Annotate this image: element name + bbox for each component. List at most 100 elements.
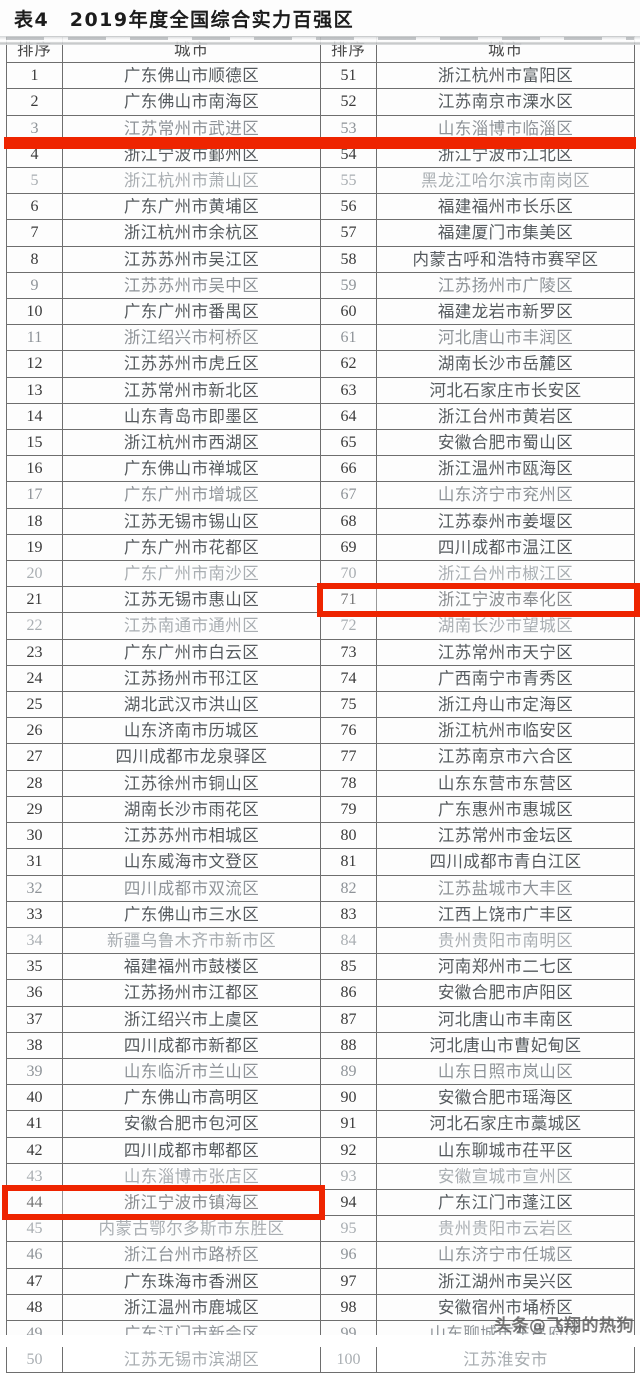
cell-city-right: 河北唐山市曹妃甸区	[376, 1031, 635, 1059]
table-row: 28 江苏徐州市铜山区 78 山东东营市东营区	[6, 769, 635, 797]
cell-city-left: 福建福州市鼓楼区	[62, 953, 321, 981]
cell-rank-right: 86	[320, 979, 377, 1007]
cell-rank-right: 55	[320, 167, 377, 195]
cell-rank-right: 71	[320, 586, 377, 614]
cell-rank-left: 34	[6, 926, 63, 955]
cell-rank-right: 70	[320, 560, 377, 588]
cell-city-right: 江西上饶市广丰区	[376, 900, 635, 928]
cell-rank-right: 85	[320, 953, 377, 981]
cell-city-left: 广东珠海市香洲区	[62, 1267, 321, 1295]
cell-city-left: 四川成都市新都区	[62, 1031, 321, 1059]
cell-city-left: 广东广州市花都区	[62, 533, 321, 562]
cell-rank-left: 4	[6, 140, 63, 169]
cell-rank-left: 24	[6, 664, 63, 693]
table-row: 26 山东济南市历城区 76 浙江杭州市临安区	[6, 717, 635, 745]
cell-city-right: 浙江台州市椒江区	[376, 560, 635, 588]
cell-city-left: 四川成都市郫都区	[62, 1136, 321, 1164]
cell-rank-right: 80	[320, 822, 377, 850]
top-100-districts-table: 排序 城市 排序 城市 1 广东佛山市顺德区 51 浙江杭州市富阳区 2 广东佛山市南海区…	[6, 35, 635, 1373]
cell-rank-right: 91	[320, 1110, 377, 1138]
table-row: 32 四川成都市双流区 82 江苏盐城市大丰区	[6, 874, 635, 902]
cell-rank-right: 97	[320, 1267, 377, 1295]
cell-rank-right: 94	[320, 1188, 377, 1217]
cell-rank-left: 32	[6, 874, 63, 902]
table-row: 14 山东青岛市即墨区 64 浙江台州市黄岩区	[6, 402, 635, 431]
cell-city-right: 黑龙江哈尔滨市南岗区	[376, 167, 635, 195]
cell-city-right: 河北石家庄市长安区	[376, 376, 635, 404]
cell-city-left: 广东佛山市三水区	[62, 900, 321, 928]
cell-rank-left: 25	[6, 691, 63, 719]
cell-rank-right: 75	[320, 691, 377, 719]
cell-rank-left: 29	[6, 795, 63, 824]
cell-rank-left: 28	[6, 769, 63, 797]
cell-city-right: 浙江宁波市江北区	[376, 140, 635, 169]
cell-rank-right: 66	[320, 455, 377, 483]
cell-city-right: 河北唐山市丰润区	[376, 324, 635, 352]
cell-city-left: 山东青岛市即墨区	[62, 402, 321, 431]
table-row: 39 山东临沂市兰山区 89 山东日照市岚山区	[6, 1057, 635, 1086]
cell-rank-left: 2	[6, 88, 63, 116]
rank-table-container: 排序 城市 排序 城市 1 广东佛山市顺德区 51 浙江杭州市富阳区 2 广东佛山市南海区…	[6, 35, 635, 1373]
bottom-margin	[0, 1335, 640, 1347]
cell-city-left: 湖北武汉市洪山区	[62, 691, 321, 719]
cell-rank-left: 13	[6, 376, 63, 404]
cell-city-left: 浙江宁波市镇海区	[62, 1188, 321, 1217]
table-row: 21 江苏无锡市惠山区 71 浙江宁波市奉化区	[6, 586, 635, 614]
cell-city-left: 浙江台州市路桥区	[62, 1241, 321, 1269]
cell-rank-left: 5	[6, 167, 63, 195]
cell-city-left: 江苏常州市武进区	[62, 114, 321, 142]
cell-city-right: 四川成都市青白江区	[376, 848, 635, 876]
cell-rank-right: 88	[320, 1031, 377, 1059]
cell-rank-right: 92	[320, 1136, 377, 1164]
cell-city-right: 广东惠州市惠城区	[376, 795, 635, 824]
cell-city-left: 浙江杭州市西湖区	[62, 429, 321, 457]
table-row: 29 湖南长沙市雨花区 79 广东惠州市惠城区	[6, 795, 635, 824]
cell-rank-right: 73	[320, 638, 377, 666]
cell-city-left: 广东佛山市高明区	[62, 1084, 321, 1112]
table-row: 33 广东佛山市三水区 83 江西上饶市广丰区	[6, 900, 635, 928]
cell-city-left: 浙江绍兴市柯桥区	[62, 324, 321, 352]
cell-city-right: 浙江台州市黄岩区	[376, 402, 635, 431]
table-row: 38 四川成都市新都区 88 河北唐山市曹妃甸区	[6, 1031, 635, 1059]
table-row: 22 江苏南通市通州区 72 湖南长沙市望城区	[6, 612, 635, 640]
table-row: 5 浙江杭州市萧山区 55 黑龙江哈尔滨市南岗区	[6, 167, 635, 195]
cell-rank-left: 38	[6, 1031, 63, 1059]
cell-city-right: 江苏盐城市大丰区	[376, 874, 635, 902]
cell-city-left: 浙江绍兴市上虞区	[62, 1005, 321, 1033]
cell-city-right: 安徽合肥市庐阳区	[376, 979, 635, 1007]
cell-rank-left: 43	[6, 1162, 63, 1190]
table-row: 48 浙江温州市鹿城区 98 安徽宿州市埇桥区	[6, 1293, 635, 1321]
cell-rank-left: 37	[6, 1005, 63, 1033]
cell-city-right: 浙江温州市瓯海区	[376, 455, 635, 483]
cell-rank-right: 84	[320, 926, 377, 955]
cell-city-left: 江苏扬州市江都区	[62, 979, 321, 1007]
cell-city-right: 福建福州市长乐区	[376, 193, 635, 221]
cell-rank-left: 8	[6, 245, 63, 273]
table-row: 47 广东珠海市香洲区 97 浙江湖州市吴兴区	[6, 1267, 635, 1295]
cell-rank-right: 74	[320, 664, 377, 693]
cell-city-left: 安徽合肥市包河区	[62, 1110, 321, 1138]
table-row: 9 江苏苏州市吴中区 59 江苏扬州市广陵区	[6, 271, 635, 300]
cell-city-left: 四川成都市双流区	[62, 874, 321, 902]
cell-rank-right: 81	[320, 848, 377, 876]
cell-city-right: 湖南长沙市望城区	[376, 612, 635, 640]
cell-city-right: 河南郑州市二七区	[376, 953, 635, 981]
cell-city-right: 江苏南京市六合区	[376, 743, 635, 771]
cell-city-left: 广东佛山市南海区	[62, 88, 321, 116]
cell-rank-right: 67	[320, 481, 377, 509]
cell-rank-left: 23	[6, 638, 63, 666]
table-row: 18 江苏无锡市锡山区 68 江苏泰州市姜堰区	[6, 507, 635, 535]
cell-city-left: 广东佛山市顺德区	[62, 62, 321, 90]
cell-city-right: 广东江门市蓬江区	[376, 1188, 635, 1217]
cell-rank-left: 42	[6, 1136, 63, 1164]
cell-city-left: 广东广州市番禺区	[62, 298, 321, 326]
table-row: 40 广东佛山市高明区 90 安徽合肥市瑶海区	[6, 1084, 635, 1112]
cell-city-left: 广东佛山市禅城区	[62, 455, 321, 483]
cell-rank-left: 11	[6, 324, 63, 352]
cell-city-right: 山东日照市岚山区	[376, 1057, 635, 1086]
cell-rank-right: 87	[320, 1005, 377, 1033]
cell-city-left: 浙江温州市鹿城区	[62, 1293, 321, 1321]
table-row: 13 江苏常州市新北区 63 河北石家庄市长安区	[6, 376, 635, 404]
cell-city-right: 山东淄博市临淄区	[376, 114, 635, 142]
table-row: 6 广东广州市黄埔区 56 福建福州市长乐区	[6, 193, 635, 221]
